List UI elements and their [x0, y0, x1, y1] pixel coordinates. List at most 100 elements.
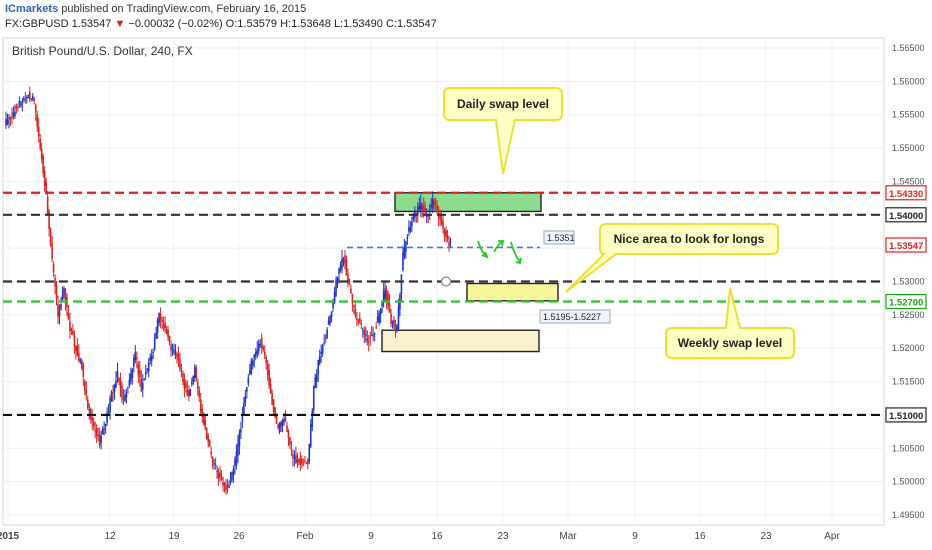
callout-daily-swap: Daily swap level: [443, 87, 563, 175]
candle-body: [240, 428, 242, 433]
price-tag-box: [885, 407, 927, 423]
candle-body: [39, 139, 41, 149]
candle-body: [305, 462, 308, 464]
candle-body: [301, 459, 303, 464]
candle-body: [330, 311, 333, 317]
price-tag-box: [885, 185, 927, 201]
candle-body: [445, 230, 447, 237]
candle-body: [314, 377, 317, 388]
candle-body: [299, 457, 302, 465]
candle-body: [88, 409, 91, 411]
candle-body: [336, 277, 339, 285]
candle-body: [28, 92, 31, 99]
candle-body: [149, 357, 152, 361]
candle-body: [396, 326, 398, 331]
candle-body: [424, 208, 427, 213]
published-text: published on TradingView.com, February 1…: [61, 3, 307, 15]
candle-body: [125, 394, 128, 398]
candle-body: [347, 274, 349, 284]
candle-body: [225, 485, 227, 491]
callout-weekly-swap: Weekly swap level: [665, 287, 795, 359]
candle-body: [182, 372, 184, 382]
y-tick-label: 1.49500: [892, 510, 925, 520]
candle-body: [116, 370, 119, 378]
candle-body: [131, 369, 134, 379]
candle-body: [101, 428, 104, 435]
candle-body: [393, 319, 395, 327]
symbol: FX:GBPUSD: [5, 18, 69, 30]
candle-body: [192, 375, 195, 382]
candle-body: [412, 215, 415, 220]
candle-body: [369, 336, 372, 339]
arrowhead-icon: [498, 240, 505, 247]
candle-body: [367, 341, 370, 343]
candle-body: [8, 117, 10, 120]
candle-body: [72, 331, 74, 335]
candle-body: [376, 316, 379, 323]
high-value: H:1.53648: [280, 18, 331, 30]
candle-body: [107, 411, 110, 413]
candle-body: [152, 352, 154, 354]
candle-body: [397, 306, 400, 330]
candle-body: [49, 228, 52, 245]
candle-body: [269, 383, 272, 394]
candle-body: [18, 101, 21, 104]
candle-body: [51, 243, 53, 259]
candle-body: [162, 325, 165, 329]
candle-body: [137, 364, 140, 375]
x-tick-label: Apr: [824, 531, 840, 542]
candle-body: [262, 347, 264, 350]
candle-body: [296, 460, 299, 462]
candle-body: [372, 334, 375, 337]
candle-body: [37, 126, 40, 137]
x-tick-label: 16: [431, 531, 443, 542]
candle-body: [46, 196, 49, 214]
candle-body: [388, 303, 391, 313]
candle-body: [100, 436, 102, 443]
candle-body: [405, 241, 407, 252]
candle-body: [268, 370, 270, 386]
candle-body: [136, 357, 138, 360]
candle-body: [324, 337, 327, 339]
price-chart[interactable]: 1.56500 1.56000 1.55500 1.55000 1.54500 1.540…: [0, 34, 932, 550]
candle-body: [150, 355, 153, 362]
brand-link[interactable]: ICmarkets: [5, 3, 59, 15]
candle-body: [57, 303, 59, 318]
y-tick-label: 1.51500: [892, 377, 925, 387]
candle-body: [317, 359, 319, 375]
candle-body: [112, 392, 114, 394]
candle-body: [168, 336, 171, 342]
candle-body: [185, 382, 187, 389]
candle-body: [36, 114, 39, 127]
candle-body: [440, 219, 443, 224]
x-tick-label: 12: [104, 531, 116, 542]
candle-body: [104, 423, 107, 427]
candle-body: [147, 362, 150, 372]
candle-body: [58, 311, 61, 316]
x-tick-label: 19: [168, 531, 180, 542]
candle-body: [394, 325, 397, 331]
candle-body: [81, 360, 83, 369]
candle-body: [254, 351, 257, 357]
candle-body: [289, 437, 291, 445]
candle-body: [106, 412, 108, 424]
candle-body: [443, 229, 446, 237]
candle-body: [348, 279, 351, 285]
candle-body: [418, 205, 421, 209]
candle-body: [271, 392, 273, 405]
y-tick-label: 1.55500: [892, 110, 925, 120]
candle-body: [40, 149, 43, 159]
candle-body: [302, 464, 305, 466]
y-tick-label: 1.53000: [892, 277, 925, 287]
callout-longs: Nice area to look for longs: [565, 223, 779, 293]
candle-body: [345, 259, 348, 276]
candle-body: [97, 434, 99, 436]
candle-body: [78, 353, 80, 361]
candle-body: [216, 470, 218, 473]
candle-body: [434, 202, 437, 205]
candle-body: [27, 96, 30, 99]
candle-body: [52, 263, 55, 273]
candle-body: [357, 321, 360, 323]
candle-body: [449, 240, 452, 243]
candle-body: [143, 378, 146, 380]
